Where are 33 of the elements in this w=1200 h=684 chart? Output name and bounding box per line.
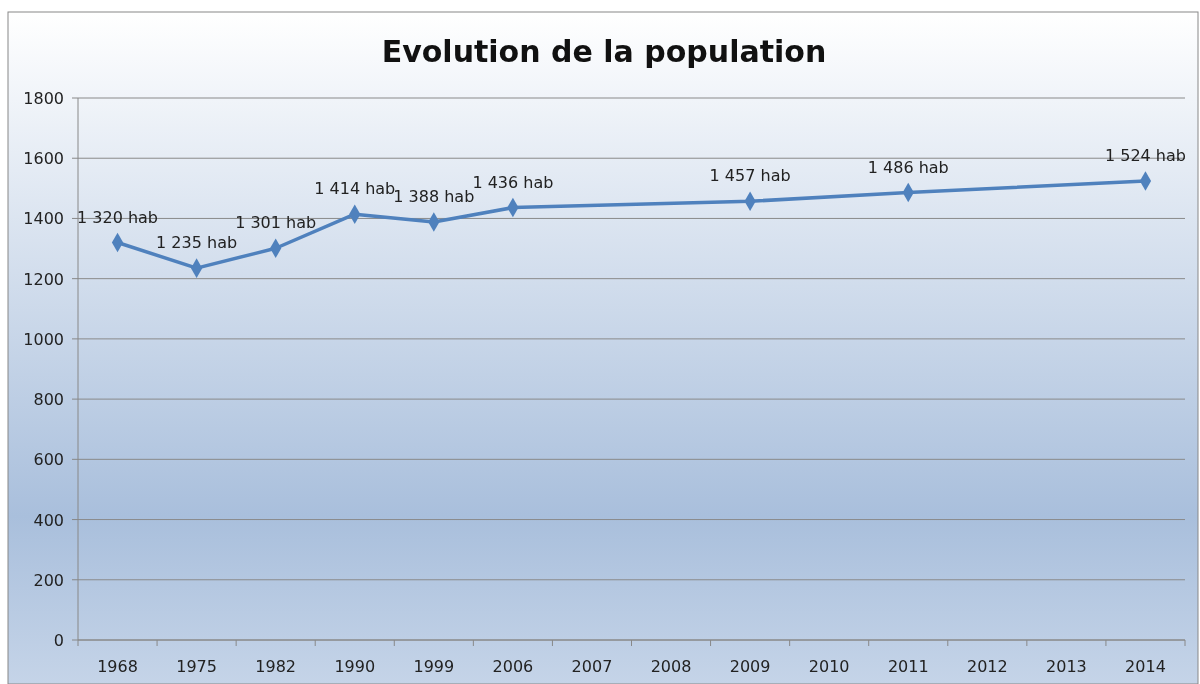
y-tick-label: 1000 [23, 329, 64, 349]
x-tick-label: 2009 [729, 657, 771, 676]
x-tick-label: 1999 [413, 657, 455, 676]
x-tick-label: 2012 [966, 657, 1008, 676]
x-tick-label: 1982 [255, 657, 297, 676]
data-label: 1 414 hab [314, 179, 396, 199]
x-tick-label: 2013 [1046, 657, 1087, 676]
x-tick-label: 2011 [887, 657, 929, 676]
data-label: 1 301 hab [235, 213, 317, 233]
x-tick-label: 2006 [492, 657, 534, 676]
y-tick-label: 1600 [23, 149, 64, 169]
x-tick-label: 2007 [571, 657, 613, 676]
data-label: 1 320 hab [77, 207, 159, 227]
x-tick-label: 1968 [97, 657, 138, 676]
data-label: 1 486 hab [867, 157, 949, 177]
x-tick-label: 2008 [650, 657, 692, 676]
y-tick-label: 400 [33, 510, 64, 530]
y-tick-label: 0 [53, 631, 64, 650]
chart-title: Evolution de la population [381, 34, 827, 69]
y-tick-label: 800 [33, 390, 64, 410]
x-tick-label: 2014 [1125, 657, 1166, 676]
data-label: 1 235 hab [156, 233, 238, 253]
y-tick-label: 1800 [23, 89, 64, 108]
x-tick-label: 1975 [176, 657, 217, 676]
data-label: 1 524 hab [1104, 146, 1186, 166]
y-tick-label: 1400 [23, 209, 64, 229]
y-tick-label: 600 [33, 450, 64, 470]
x-tick-label: 1990 [334, 657, 376, 676]
data-label: 1 436 hab [472, 172, 554, 192]
data-label: 1 457 hab [709, 166, 791, 186]
x-tick-label: 2010 [808, 657, 850, 676]
y-tick-label: 200 [33, 570, 64, 590]
y-tick-label: 1200 [23, 269, 64, 289]
